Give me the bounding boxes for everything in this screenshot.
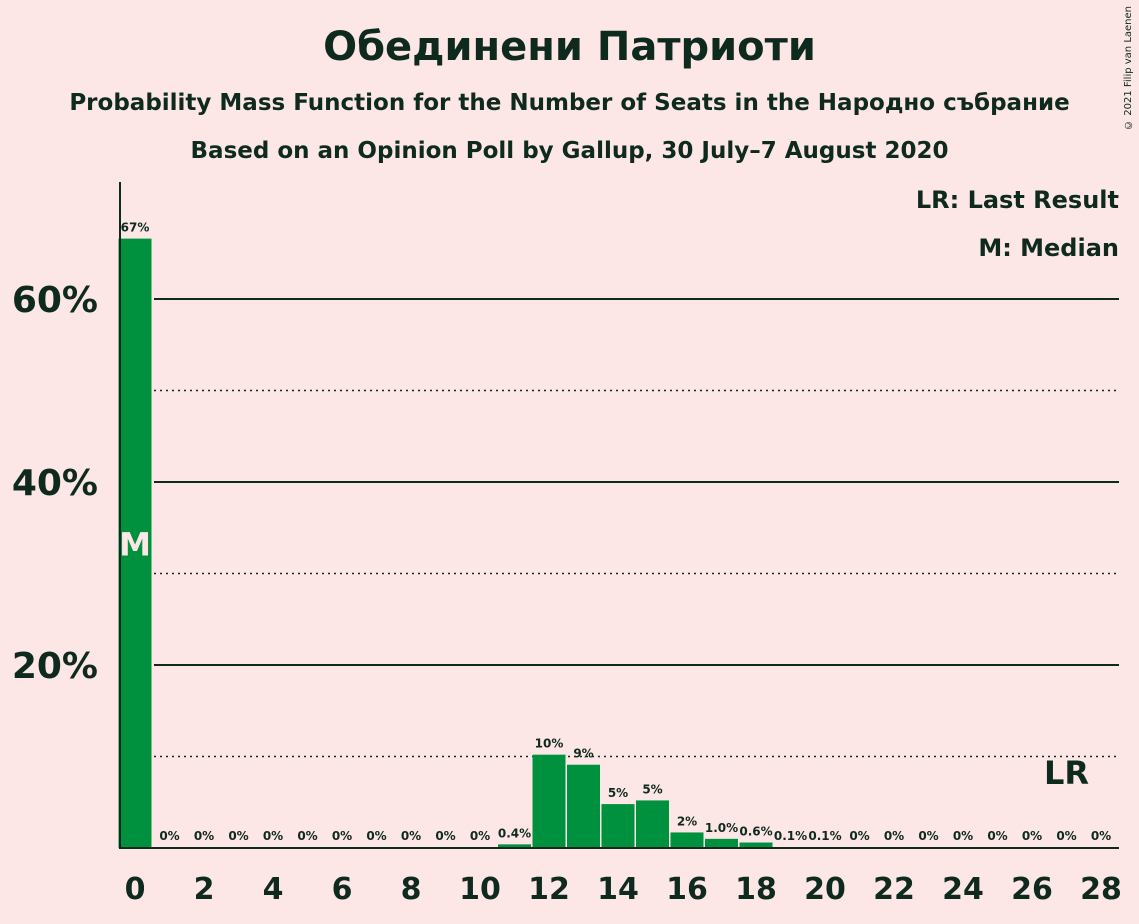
data-label-seat-11: 0.4%: [498, 826, 531, 840]
bar-seat-0: [118, 238, 152, 849]
median-marker: M: [119, 525, 151, 563]
data-label-seat-18: 0.6%: [739, 825, 772, 839]
x-tick-label: 0: [125, 872, 146, 907]
data-label-seat-28: 0%: [1091, 829, 1111, 843]
data-label-seat-10: 0%: [470, 829, 490, 843]
last-result-marker: LR: [1044, 754, 1089, 792]
bar-seat-16: [670, 832, 704, 848]
data-label-seat-7: 0%: [366, 829, 386, 843]
x-tick-label: 14: [597, 872, 639, 907]
data-label-seat-0: 67%: [121, 221, 150, 235]
data-label-seat-8: 0%: [401, 829, 421, 843]
data-label-seat-26: 0%: [1022, 829, 1042, 843]
data-label-seat-20: 0.1%: [808, 829, 841, 843]
bar-seat-13: [567, 764, 600, 848]
x-tick-label: 2: [194, 872, 215, 907]
data-label-seat-23: 0%: [918, 829, 938, 843]
bar-seat-18: [739, 842, 773, 848]
data-label-seat-9: 0%: [435, 829, 455, 843]
data-label-seat-25: 0%: [987, 829, 1007, 843]
axes: 20%40%60%0 2 4 6 8 10 12 14 16 18 20 22 24 26 28: [12, 182, 1122, 907]
data-label-seat-12: 10%: [535, 737, 564, 751]
grid-lines: [154, 298, 1119, 758]
x-tick-label: 16: [666, 872, 708, 907]
data-label-seat-15: 5%: [642, 782, 662, 796]
data-label-seat-24: 0%: [953, 829, 973, 843]
data-label-seat-17: 1.0%: [705, 821, 738, 835]
bar-seat-14: [601, 804, 635, 848]
chart-subtitle-1: Probability Mass Function for the Number…: [69, 90, 1070, 116]
x-tick-label: 20: [804, 872, 846, 907]
x-tick-label: 22: [873, 872, 915, 907]
x-tick-label: 24: [942, 872, 984, 907]
bar-seat-15: [636, 800, 669, 848]
data-label-seat-22: 0%: [884, 829, 904, 843]
data-label-seat-27: 0%: [1056, 829, 1076, 843]
x-tick-label: 6: [332, 872, 353, 907]
x-tick-label: 12: [528, 872, 570, 907]
x-tick-label: 28: [1080, 872, 1122, 907]
data-label-seat-1: 0%: [159, 829, 179, 843]
chart-title: Обединени Патриоти: [323, 24, 816, 70]
x-tick-label: 18: [735, 872, 777, 907]
data-label-seat-3: 0%: [228, 829, 248, 843]
x-tick-label: 10: [459, 872, 501, 907]
data-label-seat-4: 0%: [263, 829, 283, 843]
legend-last-result: LR: Last Result: [915, 186, 1119, 214]
data-label-seat-5: 0%: [297, 829, 317, 843]
data-label-seat-16: 2%: [677, 814, 697, 828]
bar-seat-11: [498, 844, 531, 848]
legend-median: M: Median: [978, 234, 1119, 262]
data-label-seat-19: 0.1%: [774, 829, 807, 843]
y-tick-label: 20%: [12, 646, 98, 687]
data-label-seat-21: 0%: [849, 829, 869, 843]
data-label-seat-13: 9%: [573, 747, 593, 761]
x-tick-label: 8: [401, 872, 422, 907]
data-label-seat-14: 5%: [608, 786, 628, 800]
y-tick-label: 60%: [12, 280, 98, 321]
data-label-seat-6: 0%: [332, 829, 352, 843]
chart-subtitle-2: Based on an Opinion Poll by Gallup, 30 J…: [190, 138, 949, 164]
y-tick-label: 40%: [12, 463, 98, 504]
data-label-seat-2: 0%: [194, 829, 214, 843]
x-tick-label: 4: [263, 872, 284, 907]
bar-seat-17: [705, 838, 738, 848]
bar-seat-12: [532, 754, 566, 848]
x-tick-label: 26: [1011, 872, 1053, 907]
bars: [118, 238, 842, 849]
data-labels: 67% 0% 0% 0% 0% 0% 0% 0% 0% 0% 0% 0.4% 10% 9% 5% 5% 2% 1.…: [119, 221, 1111, 843]
